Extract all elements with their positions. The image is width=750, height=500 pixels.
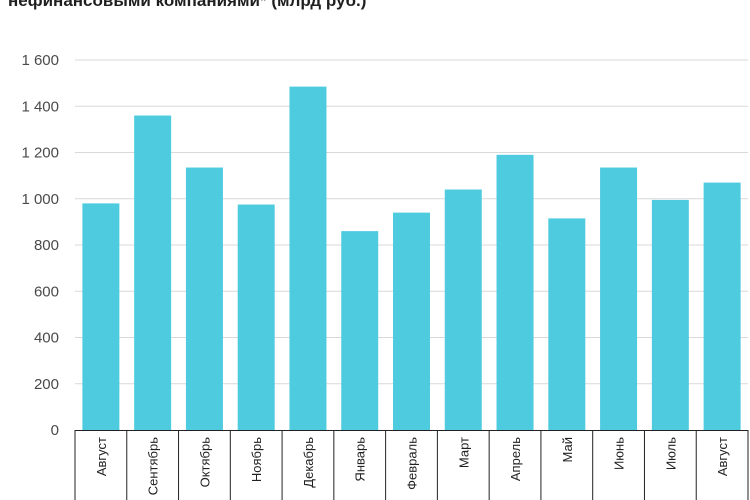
bar (444, 189, 482, 430)
x-category-label: Ноябрь (249, 437, 264, 482)
x-category-label: Октябрь (197, 437, 212, 488)
x-category-label: Апрель (508, 437, 523, 481)
x-category-label: Сентябрь (146, 437, 161, 495)
bar (651, 199, 689, 430)
bar (703, 182, 741, 430)
y-tick-label: 0 (51, 422, 59, 439)
bar (237, 204, 275, 430)
x-category-label: Август (94, 437, 109, 476)
y-tick-label: 800 (34, 237, 59, 254)
y-tick-label: 1 200 (21, 145, 59, 162)
bars (82, 86, 741, 430)
y-axis-tick-labels: 0 200 400 600 800 1 000 1 200 1 400 1 600 (21, 52, 59, 439)
bar (185, 167, 223, 430)
bar (82, 203, 120, 430)
x-category-label: Август (715, 437, 730, 476)
x-category-label: Февраль (405, 437, 420, 490)
bar (393, 212, 430, 430)
y-tick-label: 600 (34, 283, 59, 300)
y-tick-label: 1 000 (21, 191, 59, 208)
y-tick-label: 1 600 (21, 52, 59, 69)
x-category-label: Май (560, 437, 575, 462)
x-category-label: Март (456, 437, 471, 468)
x-axis-category-labels: Август Сентябрь Октябрь Ноябрь Декабрь Январь… (94, 437, 730, 495)
y-tick-label: 400 (34, 330, 59, 347)
x-category-label: Июль (663, 437, 678, 470)
x-category-label: Январь (353, 437, 368, 482)
bar (289, 86, 327, 430)
bar (134, 115, 172, 430)
x-category-label: Декабрь (301, 437, 316, 488)
bar (496, 154, 534, 430)
x-axis (74, 430, 749, 500)
bar (341, 231, 379, 430)
y-tick-label: 1 400 (21, 98, 59, 115)
bar (600, 167, 638, 430)
bar (548, 218, 586, 430)
x-category-label: Июнь (612, 437, 627, 470)
chart-title: нефинансовыми компаниями* (млрд руб.) (8, 0, 367, 10)
y-tick-label: 200 (34, 376, 59, 393)
